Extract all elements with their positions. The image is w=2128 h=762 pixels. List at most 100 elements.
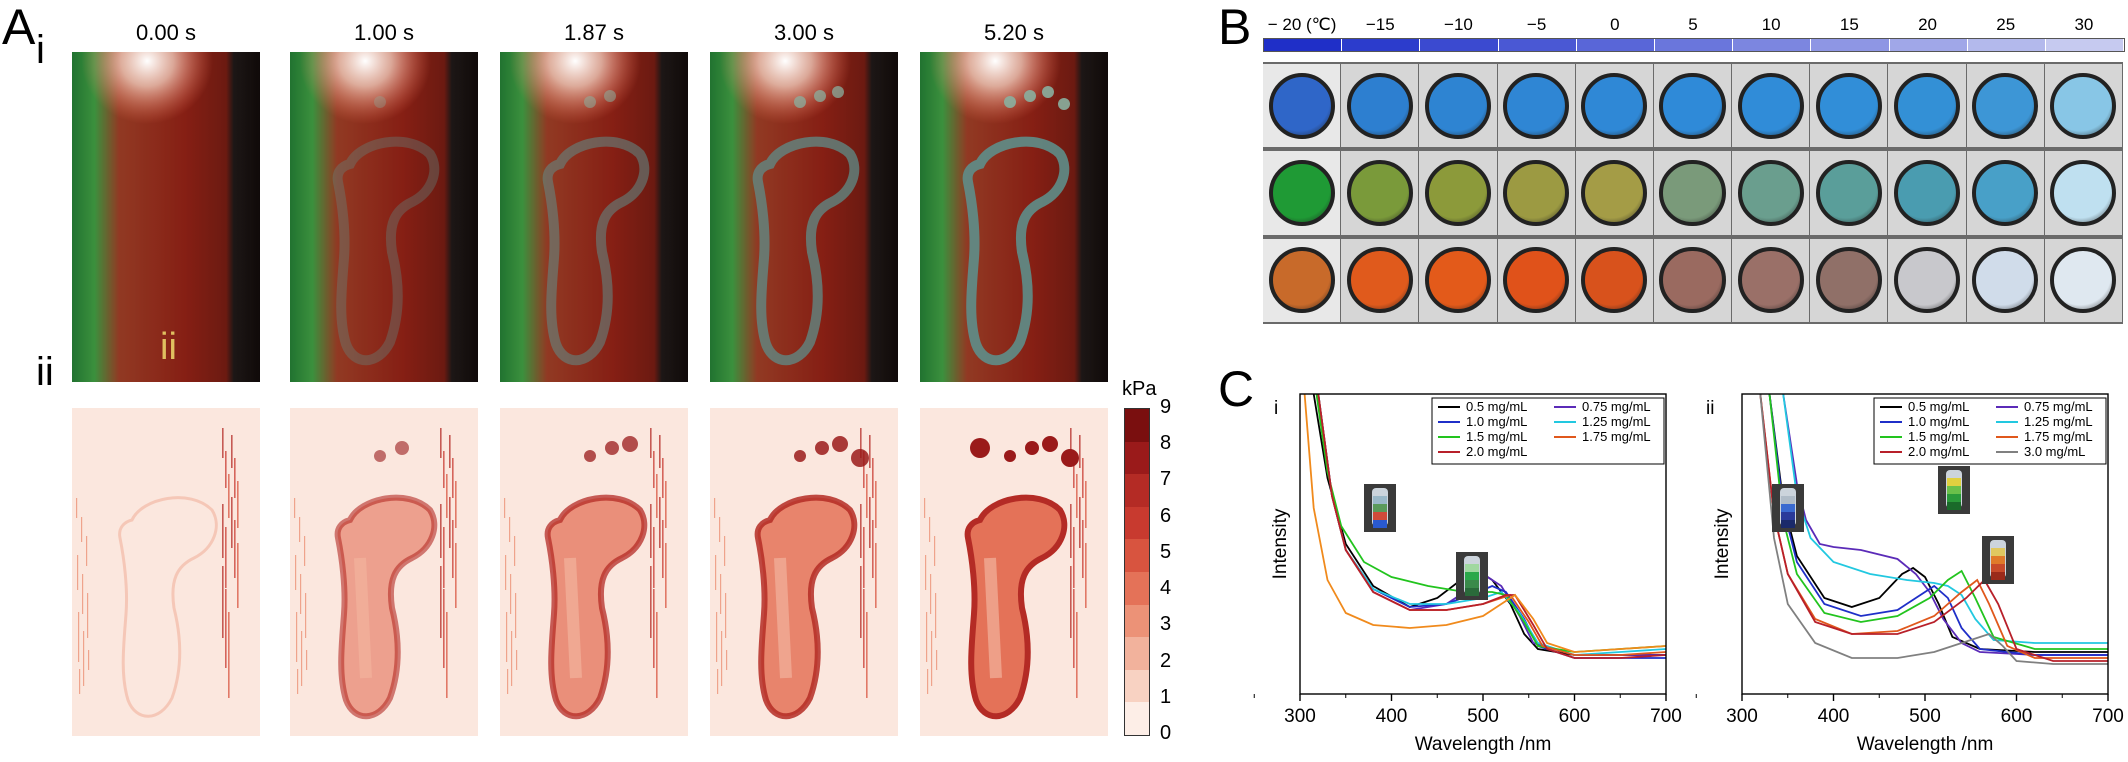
panel-a-row-i-label: i [36,28,45,72]
legend-entry: 3.0 mg/mL [2024,444,2085,459]
series-line [1317,394,1666,659]
sample-cell [1732,238,1810,322]
legend-entry: 1.25 mg/mL [1582,414,1651,429]
time-label: 5.20 s [984,20,1044,45]
y-axis-label: Intensity [1712,508,1733,579]
sample-dish [1268,159,1335,227]
sample-dish [2050,72,2117,139]
legend-entry: 1.5 mg/mL [1466,429,1527,444]
chart-panel-label: ii [1706,398,1714,419]
sample-dish [1893,72,1961,139]
x-tick-label: 700 [1650,706,1682,727]
pressure-photo [72,52,260,382]
sample-cell [2044,238,2122,322]
spectrum-chart-ii: ii 300 400 500 600 700 Wavelength /nm Intensity… [1695,393,2124,755]
temperature-label: 25 [1996,15,2016,34]
legend-entry: 1.75 mg/mL [2024,429,2093,444]
x-tick-label: 300 [1726,706,1758,727]
x-tick-label: 400 [1818,706,1850,727]
sample-dish [1815,159,1882,227]
sample-cell [1810,151,1888,235]
panel-b-letter: B [1218,0,1252,55]
colorbar-tick-label: 2 [1160,649,1172,672]
sample-cell [1966,238,2044,322]
sample-cell [1263,238,1341,322]
y-axis-label: Intensity [1270,508,1291,579]
sample-cell [1653,64,1732,148]
sample-dish [1815,247,1882,314]
temperature-label: 0 [1610,15,1620,34]
sample-dish [1659,247,1726,314]
pressure-map [290,408,478,736]
legend-entry: 1.75 mg/mL [1582,429,1651,444]
vial-inset [1364,484,1396,532]
sample-cell [2044,151,2122,235]
pressure-photo [710,52,898,382]
temperature-bar-segment [1654,39,1734,51]
pressure-map [72,408,260,736]
sample-cell [2044,64,2122,148]
sample-cell [1497,151,1575,235]
spectrum-chart-i: i 300 400 500 600 700 Wavelength /nm Intensity 0… [1253,393,1682,755]
sample-dish [1424,247,1492,314]
sample-photo-grid [1263,62,2123,324]
sample-dish [1972,159,2039,227]
sample-dish [1346,247,1413,314]
colorbar-tick-label: 4 [1160,577,1172,600]
sample-dish [1893,159,1961,227]
sample-cell [1341,151,1419,235]
colorbar-tick-label: 5 [1160,540,1172,563]
legend-entry: 2.0 mg/mL [1908,444,1969,459]
sample-dish [1659,159,1726,227]
sample-cell [1732,64,1810,148]
pressure-map [920,408,1108,736]
series-line [1768,394,2108,653]
colorbar-segment [1125,637,1149,670]
x-axis-label: Wavelength /nm [1857,734,1994,755]
series-line [1768,394,2108,656]
series-line [1759,394,2108,662]
x-tick-label: 600 [1559,706,1591,727]
series-line [1759,394,2108,665]
panel-c-letter: C [1218,361,1255,417]
legend-entry: 1.5 mg/mL [1908,429,1969,444]
sample-cell [1419,238,1497,322]
temperature-label: 15 [1839,15,1859,34]
sample-dish [1737,72,1804,139]
series-line [1303,394,1666,653]
temperature-bar-segment [1576,39,1655,51]
colorbar-segment [1125,409,1149,442]
time-label: 1.87 s [564,20,624,45]
sample-cell [1810,238,1888,322]
temperature-label: 5 [1688,15,1698,34]
sample-cell [1341,64,1419,148]
temperature-bar-segment [1733,39,1812,51]
sample-cell [1966,64,2044,148]
temperature-bar-segment [1498,39,1577,51]
sample-cell [1263,64,1341,148]
legend-entry: 1.0 mg/mL [1466,414,1527,429]
panel-a-row-ii-label: ii [36,350,54,394]
temperature-bar-segment [1342,39,1421,51]
panel-a-letter: A [2,0,36,55]
sample-cell [1575,238,1653,322]
sample-dish [1737,159,1804,227]
colorbar-unit: kPa [1122,378,1157,400]
colorbar-segment [1125,604,1149,638]
temperature-label: 20 [1918,15,1937,34]
colorbar-tick-label: 9 [1160,396,1172,418]
time-label: 0.00 s [136,20,196,45]
colorbar-segment [1125,506,1149,540]
colorbar-segment [1125,669,1149,703]
colorbar-tick-label: 1 [1160,685,1172,708]
temperature-label: 10 [1761,15,1781,34]
sample-dish [1424,159,1492,227]
sample-dish [1268,72,1335,139]
pressure-map [500,408,688,736]
sample-cell [1497,238,1575,322]
legend-box [1873,397,2107,465]
temperature-bar-segment [1889,39,1968,51]
temperature-bar-segment [1811,39,1890,51]
series-line [1782,394,2108,644]
sample-cell [1575,64,1653,148]
